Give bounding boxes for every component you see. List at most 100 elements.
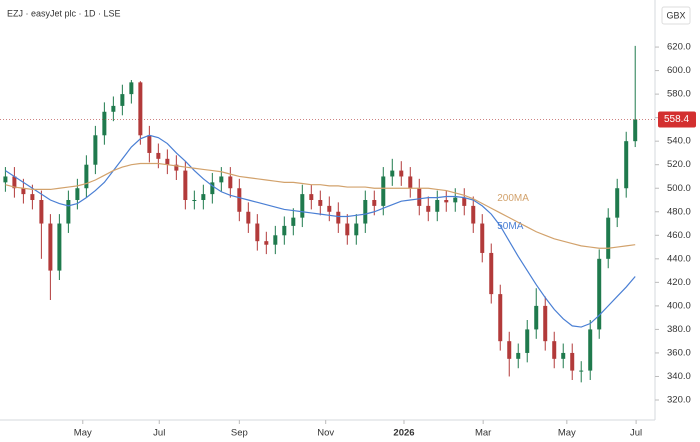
candle-body [480, 223, 485, 253]
candle-body [489, 252, 494, 295]
candle-body [102, 111, 107, 136]
candle-body [66, 200, 71, 224]
candle-body [309, 194, 314, 200]
candle-body [327, 205, 332, 212]
y-tick-label: 460.0 [667, 230, 691, 241]
y-tick-label: 420.0 [667, 277, 691, 288]
last-price-tag [658, 111, 696, 128]
candle-body [345, 223, 350, 236]
candle-body [615, 188, 620, 218]
moving-average-line [5, 162, 636, 249]
candle-body [219, 176, 224, 183]
candle-body [129, 82, 134, 95]
candle-body [570, 352, 575, 371]
series-label: 200MA [497, 193, 529, 204]
candle-body [363, 200, 368, 224]
candle-body [579, 370, 584, 372]
candle-body [30, 194, 35, 200]
x-tick-label: Jul [153, 428, 165, 439]
candle-body [462, 197, 467, 206]
candle-body [48, 223, 53, 271]
y-tick-label: 500.0 [667, 183, 691, 194]
candle-body [588, 329, 593, 371]
candle-body [498, 294, 503, 342]
candle-body [471, 205, 476, 224]
candle-body [156, 152, 161, 159]
candle-body [84, 164, 89, 189]
candle-body [597, 258, 602, 330]
candle-body [192, 200, 197, 201]
candle-body [543, 305, 548, 342]
candle-body [201, 194, 206, 200]
candle-body [111, 105, 116, 112]
candle-body [372, 200, 377, 206]
series-label: 50MA [497, 221, 523, 232]
x-tick-label: Sep [231, 428, 248, 439]
candle-body [12, 176, 17, 189]
candle-body [534, 305, 539, 330]
currency-label: GBX [666, 10, 685, 20]
x-tick-label: Mar [475, 428, 491, 439]
candle-body [606, 217, 611, 259]
moving-average-line [5, 134, 636, 328]
y-tick-label: 540.0 [667, 136, 691, 147]
x-tick-label: Jul [630, 428, 642, 439]
candle-body [561, 352, 566, 359]
y-tick-label: 440.0 [667, 253, 691, 264]
candle-body [120, 94, 125, 106]
candle-body [525, 329, 530, 353]
candle-body [183, 170, 188, 200]
candle-body [174, 164, 179, 171]
last-price-label: 558.4 [664, 114, 689, 125]
y-tick-label: 480.0 [667, 206, 691, 217]
candle-body [246, 211, 251, 224]
y-tick-label: 580.0 [667, 89, 691, 100]
candle-body [75, 188, 80, 200]
candle-body [318, 200, 323, 206]
y-tick-label: 520.0 [667, 159, 691, 170]
candle-body [291, 217, 296, 226]
candle-body [138, 82, 143, 136]
candle-body [3, 176, 8, 183]
x-tick-label: May [558, 428, 576, 439]
candle-body [282, 225, 287, 236]
candle-body [354, 223, 359, 236]
candle-body [633, 119, 638, 142]
candle-body [255, 223, 260, 242]
candle-body [237, 188, 242, 212]
candle-body [39, 200, 44, 224]
candle-body [264, 241, 269, 245]
candle-body [426, 205, 431, 212]
candle-body [399, 170, 404, 177]
y-tick-label: 400.0 [667, 300, 691, 311]
candle-body [93, 135, 98, 165]
candle-body [147, 135, 152, 153]
x-tick-label: May [74, 428, 92, 439]
candle-body [453, 197, 458, 203]
candle-body [300, 194, 305, 218]
y-tick-label: 620.0 [667, 42, 691, 53]
candle-body [381, 176, 386, 206]
candle-body [408, 176, 413, 189]
candle-body [21, 188, 26, 195]
candle-body [57, 223, 62, 271]
candle-body [228, 176, 233, 189]
candle-body [516, 352, 521, 359]
x-tick-label: Nov [317, 428, 334, 439]
candle-body [336, 211, 341, 224]
y-tick-label: 360.0 [667, 347, 691, 358]
x-tick-label: 2026 [393, 428, 414, 439]
candle-body [435, 200, 440, 212]
candle-body [552, 341, 557, 359]
y-tick-label: 600.0 [667, 65, 691, 76]
y-tick-label: 320.0 [667, 395, 691, 406]
chart-title: EZJ · easyJet plc · 1D · LSE [7, 8, 121, 18]
y-tick-label: 380.0 [667, 324, 691, 335]
candle-body [507, 341, 512, 359]
candle-body [165, 158, 170, 165]
candle-body [273, 235, 278, 245]
candle-body [444, 200, 449, 203]
candle-body [210, 182, 215, 195]
